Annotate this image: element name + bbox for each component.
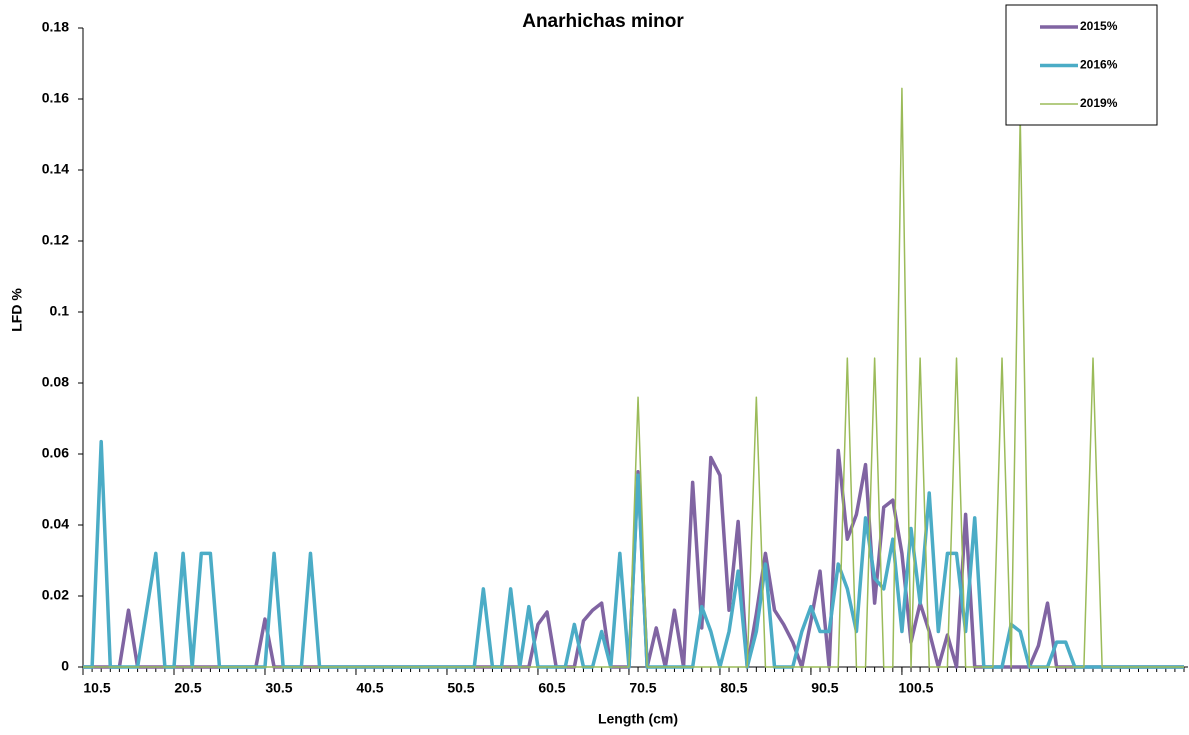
x-tick-label: 90.5: [811, 680, 838, 696]
x-tick-label: 100.5: [898, 680, 933, 696]
y-tick-label: 0.18: [42, 19, 69, 35]
chart-title: Anarhichas minor: [522, 11, 684, 32]
series-line: [83, 439, 1184, 669]
y-tick-label: 0.08: [42, 374, 69, 390]
x-axis-label: Length (cm): [598, 711, 678, 727]
x-tick-label: 50.5: [447, 680, 474, 696]
x-tick-label: 70.5: [629, 680, 656, 696]
y-tick-label: 0.1: [50, 303, 70, 319]
legend-label: 2015%: [1080, 19, 1118, 33]
y-tick-label: 0.12: [42, 232, 69, 248]
y-tick-label: 0.16: [42, 90, 69, 106]
legend-label: 2019%: [1080, 96, 1118, 110]
y-tick-label: 0.06: [42, 445, 69, 461]
legend-label: 2016%: [1080, 58, 1118, 72]
y-tick-label: 0: [61, 658, 69, 674]
y-tick-label: 0.02: [42, 587, 69, 603]
legend-box: [1005, 4, 1158, 126]
x-tick-label: 80.5: [720, 680, 747, 696]
x-tick-label: 40.5: [356, 680, 383, 696]
x-tick-label: 20.5: [174, 680, 201, 696]
y-axis-label: LFD %: [9, 288, 25, 332]
x-tick-label: 10.5: [83, 680, 110, 696]
y-tick-label: 0.04: [42, 516, 69, 532]
x-tick-label: 60.5: [538, 680, 565, 696]
x-tick-label: 30.5: [265, 680, 292, 696]
series-line: [83, 87, 1184, 668]
y-tick-label: 0.14: [42, 161, 69, 177]
